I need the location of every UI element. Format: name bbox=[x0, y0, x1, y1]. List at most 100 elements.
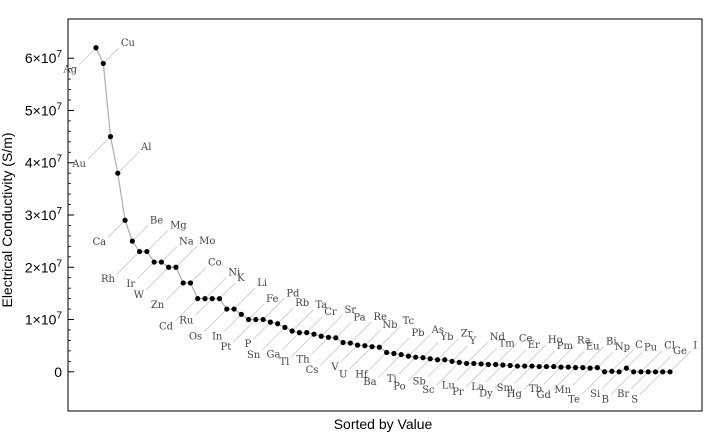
point-label-rh: Rh bbox=[101, 274, 116, 285]
label-leader bbox=[320, 314, 343, 337]
data-point-ra bbox=[551, 363, 557, 370]
point-label-sr: Sr bbox=[344, 305, 356, 316]
data-point-ca bbox=[122, 217, 128, 223]
data-point-fe bbox=[245, 316, 252, 323]
label-leader bbox=[320, 342, 344, 366]
point-label-nd: Nd bbox=[490, 332, 506, 343]
label-leader bbox=[523, 366, 547, 390]
point-label-hg: Hg bbox=[507, 389, 523, 400]
data-point-pb bbox=[391, 350, 397, 357]
label-leader bbox=[224, 314, 242, 332]
data-point-v bbox=[354, 342, 361, 348]
data-point-la bbox=[500, 362, 506, 368]
label-leader bbox=[601, 371, 620, 390]
x-axis-title: Sorted by Value bbox=[334, 416, 433, 432]
point-label-b: B bbox=[602, 394, 609, 405]
data-point-as bbox=[405, 353, 412, 359]
label-leader bbox=[538, 350, 556, 367]
label-leader bbox=[253, 321, 271, 340]
data-point-sc bbox=[456, 359, 462, 365]
point-label-ce: Ce bbox=[519, 333, 533, 344]
label-leader bbox=[204, 277, 227, 299]
point-label-lu: Lu bbox=[442, 380, 456, 391]
point-label-au: Au bbox=[71, 159, 86, 170]
data-point-mn bbox=[587, 365, 593, 371]
data-point-be bbox=[129, 238, 135, 244]
y-tick-label: 2×107 bbox=[25, 258, 63, 275]
data-point-na bbox=[158, 259, 164, 265]
label-leader bbox=[349, 346, 373, 370]
data-point-er bbox=[507, 362, 513, 369]
point-label-cl: Cl bbox=[664, 341, 675, 352]
label-leader bbox=[175, 245, 198, 268]
y-tick-label: 3×107 bbox=[25, 206, 63, 223]
data-point-mg bbox=[144, 248, 150, 255]
point-label-li: Li bbox=[257, 278, 267, 289]
data-point-tc bbox=[376, 344, 382, 350]
point-label-zn: Zn bbox=[151, 300, 165, 311]
data-point-zn bbox=[180, 280, 186, 286]
point-label-yb: Yb bbox=[440, 332, 454, 343]
data-point-labels: Ag Cu Au Al Ca Be Rh Mg Ir Na W Mo Zn Co Cd Ni Ru K Os Li In… bbox=[62, 38, 697, 406]
label-leader bbox=[427, 359, 446, 378]
label-leader bbox=[422, 341, 439, 358]
label-leader bbox=[582, 346, 605, 368]
data-point-br bbox=[645, 369, 651, 375]
data-point-ba bbox=[398, 351, 404, 358]
point-label-c: C bbox=[635, 340, 643, 351]
data-point-bi bbox=[580, 365, 586, 371]
label-leader bbox=[630, 371, 649, 390]
point-label-np: Np bbox=[615, 342, 630, 353]
data-point-sn bbox=[282, 324, 288, 330]
point-label-nb: Nb bbox=[382, 320, 397, 331]
data-point-ag bbox=[93, 45, 99, 51]
point-label-er: Er bbox=[528, 340, 540, 351]
data-point-rh bbox=[136, 248, 143, 255]
label-leader bbox=[524, 344, 547, 367]
point-label-ni: Ni bbox=[228, 267, 240, 278]
point-label-cu: Cu bbox=[121, 38, 136, 49]
y-axis: 0 1×107 2×107 3×107 4×107 5×107 6×107 bbox=[25, 49, 74, 380]
data-point-hg bbox=[543, 363, 550, 370]
label-leader bbox=[572, 367, 591, 386]
data-point-cl bbox=[638, 369, 644, 375]
label-leader bbox=[398, 356, 416, 375]
point-label-na: Na bbox=[179, 236, 194, 247]
label-leader bbox=[639, 371, 664, 395]
point-label-br: Br bbox=[617, 389, 629, 400]
label-leader bbox=[466, 341, 489, 364]
point-label-al: Al bbox=[140, 142, 151, 153]
label-leader bbox=[277, 307, 294, 324]
point-label-be: Be bbox=[150, 216, 163, 227]
point-label-ra: Ra bbox=[577, 335, 591, 346]
data-point-k bbox=[216, 296, 223, 302]
label-leader bbox=[350, 321, 372, 344]
y-tick-label: 5×107 bbox=[25, 101, 63, 118]
data-point-pr bbox=[485, 361, 491, 368]
label-leader bbox=[335, 321, 352, 339]
label-leader bbox=[117, 151, 140, 174]
point-label-rb: Rb bbox=[295, 298, 309, 309]
data-point-rb bbox=[275, 321, 281, 327]
data-point-eu bbox=[565, 364, 571, 370]
point-label-tb: Tb bbox=[529, 384, 542, 395]
data-point-pm bbox=[536, 363, 542, 370]
point-label-as: As bbox=[431, 325, 444, 336]
point-label-ga: Ga bbox=[267, 350, 281, 361]
data-point-re bbox=[347, 340, 353, 346]
point-label-os: Os bbox=[189, 332, 202, 343]
data-point-sm bbox=[529, 363, 535, 369]
label-leader bbox=[393, 337, 410, 354]
label-leader bbox=[116, 251, 140, 275]
y-tick-label: 4×107 bbox=[25, 154, 63, 171]
label-leader bbox=[194, 298, 213, 316]
label-leader bbox=[543, 366, 562, 385]
point-label-pu: Pu bbox=[644, 343, 658, 354]
point-label-tl: Tl bbox=[279, 357, 289, 368]
point-label-la: La bbox=[471, 382, 484, 393]
label-leader bbox=[437, 338, 459, 361]
point-label-te: Te bbox=[568, 394, 580, 405]
point-label-ag: Ag bbox=[62, 65, 77, 76]
label-leader bbox=[219, 282, 236, 299]
data-point-sr bbox=[318, 333, 324, 339]
